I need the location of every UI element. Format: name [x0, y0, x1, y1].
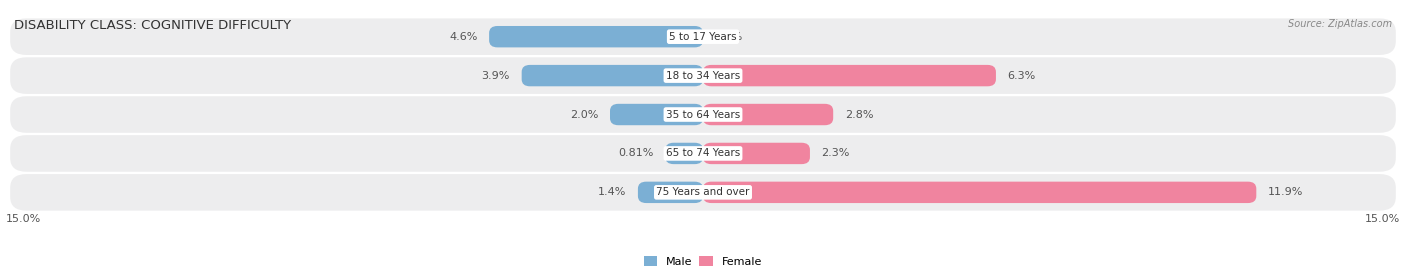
FancyBboxPatch shape [10, 174, 1396, 211]
FancyBboxPatch shape [703, 65, 995, 86]
Text: 15.0%: 15.0% [1365, 214, 1400, 224]
Text: 1.4%: 1.4% [598, 187, 626, 197]
Text: 0.81%: 0.81% [619, 148, 654, 158]
Text: 2.8%: 2.8% [845, 110, 873, 120]
FancyBboxPatch shape [10, 57, 1396, 94]
FancyBboxPatch shape [10, 18, 1396, 55]
Text: 3.9%: 3.9% [482, 70, 510, 81]
Text: 18 to 34 Years: 18 to 34 Years [666, 70, 740, 81]
Text: 65 to 74 Years: 65 to 74 Years [666, 148, 740, 158]
Text: 35 to 64 Years: 35 to 64 Years [666, 110, 740, 120]
FancyBboxPatch shape [638, 182, 703, 203]
Text: 15.0%: 15.0% [6, 214, 41, 224]
FancyBboxPatch shape [665, 143, 703, 164]
Text: 0.0%: 0.0% [714, 32, 742, 42]
FancyBboxPatch shape [703, 104, 834, 125]
Text: DISABILITY CLASS: COGNITIVE DIFFICULTY: DISABILITY CLASS: COGNITIVE DIFFICULTY [14, 19, 291, 32]
Text: 4.6%: 4.6% [449, 32, 478, 42]
Text: 5 to 17 Years: 5 to 17 Years [669, 32, 737, 42]
FancyBboxPatch shape [10, 96, 1396, 133]
Text: Source: ZipAtlas.com: Source: ZipAtlas.com [1288, 19, 1392, 29]
Legend: Male, Female: Male, Female [644, 256, 762, 267]
FancyBboxPatch shape [489, 26, 703, 48]
Text: 6.3%: 6.3% [1008, 70, 1036, 81]
Text: 75 Years and over: 75 Years and over [657, 187, 749, 197]
FancyBboxPatch shape [703, 182, 1257, 203]
Text: 2.0%: 2.0% [569, 110, 599, 120]
Text: 11.9%: 11.9% [1268, 187, 1303, 197]
Text: 2.3%: 2.3% [821, 148, 851, 158]
FancyBboxPatch shape [610, 104, 703, 125]
FancyBboxPatch shape [10, 135, 1396, 172]
FancyBboxPatch shape [522, 65, 703, 86]
FancyBboxPatch shape [703, 143, 810, 164]
